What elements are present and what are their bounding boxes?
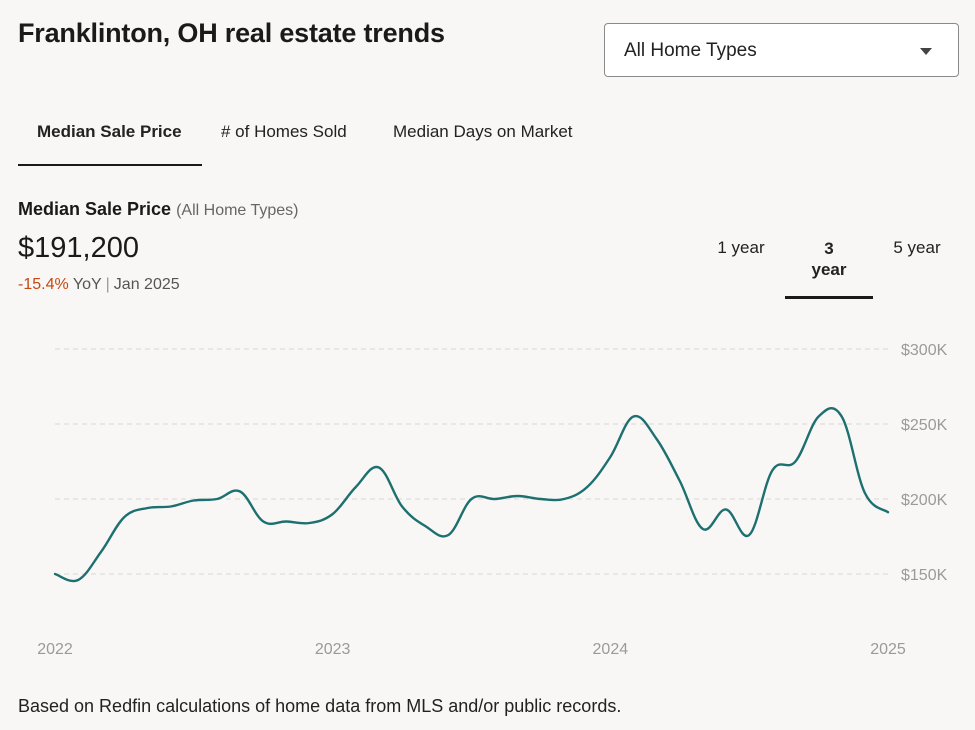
data-point[interactable] xyxy=(744,530,754,540)
y-tick-label: $200K xyxy=(901,492,948,509)
metric-change: -15.4% YoY | Jan 2025 xyxy=(18,276,180,294)
data-point[interactable] xyxy=(698,524,708,534)
data-point[interactable] xyxy=(767,466,777,476)
price-series xyxy=(50,407,893,585)
data-point[interactable] xyxy=(119,512,129,522)
metric-period: Jan 2025 xyxy=(113,276,180,293)
data-point[interactable] xyxy=(605,452,615,462)
range-1-year[interactable]: 1 year xyxy=(717,238,765,257)
data-point[interactable] xyxy=(790,457,800,467)
data-point[interactable] xyxy=(143,503,153,513)
data-point[interactable] xyxy=(443,530,453,540)
data-point[interactable] xyxy=(50,569,60,579)
data-point[interactable] xyxy=(166,502,176,512)
metric-heading: Median Sale Price (All Home Types) xyxy=(18,199,299,220)
data-point[interactable] xyxy=(652,434,662,444)
median-sale-price-chart: $150K $200K $250K $300K 2022 2023 2024 2025 xyxy=(37,342,948,658)
home-type-dropdown[interactable]: All Home Types xyxy=(604,23,959,77)
data-point[interactable] xyxy=(212,494,222,504)
home-type-dropdown-value: All Home Types xyxy=(624,40,757,61)
data-point[interactable] xyxy=(559,494,569,504)
data-point[interactable] xyxy=(860,488,870,498)
data-point[interactable] xyxy=(73,575,83,585)
data-point[interactable] xyxy=(328,509,338,519)
metric-tabs: Median Sale Price # of Homes Sold Median… xyxy=(18,110,638,168)
data-point[interactable] xyxy=(281,517,291,527)
y-tick-label: $250K xyxy=(901,417,948,434)
range-3-year[interactable]: 3 year xyxy=(811,239,847,279)
data-point[interactable] xyxy=(235,487,245,497)
data-point[interactable] xyxy=(258,517,268,527)
tab-homes-sold[interactable]: # of Homes Sold xyxy=(221,122,347,141)
data-point[interactable] xyxy=(351,482,361,492)
divider: | xyxy=(105,276,110,293)
y-tick-label: $150K xyxy=(901,567,948,584)
tab-median-sale-price[interactable]: Median Sale Price xyxy=(37,122,182,141)
data-point[interactable] xyxy=(467,494,477,504)
page-title: Franklinton, OH real estate trends xyxy=(18,18,445,48)
x-tick-label: 2022 xyxy=(37,641,73,658)
median-sale-price-line xyxy=(53,407,890,583)
grid-lines xyxy=(55,348,888,575)
data-point[interactable] xyxy=(582,482,592,492)
data-point[interactable] xyxy=(675,476,685,486)
tab-median-days-on-market[interactable]: Median Days on Market xyxy=(393,122,573,141)
x-tick-label: 2025 xyxy=(870,641,906,658)
data-point[interactable] xyxy=(814,412,824,422)
metric-title: Median Sale Price xyxy=(18,199,172,219)
data-point[interactable] xyxy=(883,507,893,517)
data-point[interactable] xyxy=(490,494,500,504)
data-point[interactable] xyxy=(721,505,731,515)
active-tab-indicator xyxy=(18,164,202,166)
data-point[interactable] xyxy=(420,521,430,531)
data-point[interactable] xyxy=(629,412,639,422)
metric-subtitle: (All Home Types) xyxy=(176,202,299,219)
x-tick-label: 2023 xyxy=(315,641,351,658)
x-axis-ticks: 2022 2023 2024 2025 xyxy=(37,641,906,658)
footnote: Based on Redfin calculations of home dat… xyxy=(18,696,622,716)
range-5-year[interactable]: 5 year xyxy=(893,238,941,257)
data-point[interactable] xyxy=(305,518,315,528)
active-range-indicator xyxy=(785,296,873,299)
data-point[interactable] xyxy=(513,491,523,501)
data-point[interactable] xyxy=(536,494,546,504)
y-axis-ticks: $150K $200K $250K $300K xyxy=(901,342,948,584)
yoy-label: YoY xyxy=(72,276,102,293)
yoy-change: -15.4% xyxy=(18,276,69,293)
data-point[interactable] xyxy=(397,502,407,512)
data-point[interactable] xyxy=(189,496,199,506)
chevron-down-icon xyxy=(920,48,932,55)
data-point[interactable] xyxy=(374,463,384,473)
x-tick-label: 2024 xyxy=(593,641,629,658)
y-tick-label: $300K xyxy=(901,342,948,359)
data-point[interactable] xyxy=(837,412,847,422)
metric-value: $191,200 xyxy=(18,232,139,264)
data-point[interactable] xyxy=(96,547,106,557)
